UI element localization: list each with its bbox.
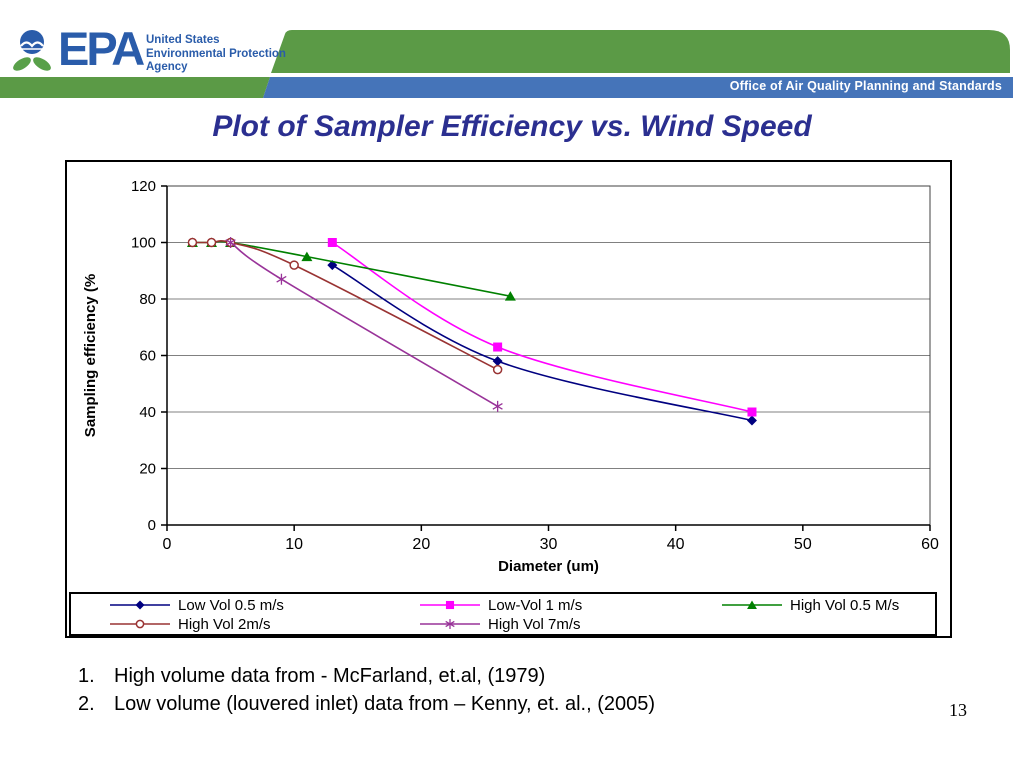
asterisk-legend-icon <box>420 619 480 629</box>
svg-text:20: 20 <box>412 536 430 553</box>
svg-text:60: 60 <box>139 348 156 365</box>
legend-entry: High Vol 2m/s <box>109 615 271 633</box>
footnote-1: 1. High volume data from - McFarland, et… <box>78 662 655 690</box>
footnotes: 1. High volume data from - McFarland, et… <box>78 662 655 718</box>
svg-text:50: 50 <box>794 536 812 553</box>
header-green-band <box>271 30 1010 73</box>
epa-wordmark: EPA <box>58 22 145 75</box>
svg-text:80: 80 <box>139 291 156 308</box>
epa-logo: EPA United States Environmental Protecti… <box>10 22 286 90</box>
slide-header: EPA United States Environmental Protecti… <box>0 0 1024 110</box>
svg-text:100: 100 <box>131 235 156 252</box>
legend-label: High Vol 2m/s <box>178 615 271 633</box>
diamond-legend-icon <box>110 600 170 610</box>
svg-text:0: 0 <box>163 536 172 553</box>
legend-label: Low Vol 0.5 m/s <box>178 596 284 614</box>
legend-label: High Vol 7m/s <box>488 615 581 633</box>
chart-container: 0 20 40 60 80 100 120 0 10 20 30 40 50 60 Diameter (um… <box>65 160 952 638</box>
svg-text:Diameter (um): Diameter (um) <box>498 558 599 575</box>
svg-text:30: 30 <box>540 536 558 553</box>
chart-legend: Low Vol 0.5 m/s Low-Vol 1 m/s High Vol 0.5… <box>69 592 937 636</box>
epa-agency-line3: Agency <box>146 61 188 73</box>
footnote-2-number: 2. <box>78 693 95 715</box>
square-legend-icon <box>420 600 480 610</box>
legend-entry: Low Vol 0.5 m/s <box>109 596 284 614</box>
epa-agency-text: United States Environmental Protection A… <box>146 34 286 75</box>
page-number: 13 <box>949 700 967 720</box>
svg-text:40: 40 <box>139 404 156 421</box>
svg-text:60: 60 <box>921 536 939 553</box>
footnote-1-text: High volume data from - McFarland, et.al… <box>114 665 546 687</box>
svg-text:20: 20 <box>139 461 156 478</box>
header-left-green-strip <box>0 77 270 98</box>
header-bands <box>0 30 1013 98</box>
svg-text:0: 0 <box>148 517 156 534</box>
footnote-1-number: 1. <box>78 665 95 687</box>
legend-label: Low-Vol 1 m/s <box>488 596 583 614</box>
circle-open-legend-icon <box>110 619 170 629</box>
epa-flower-icon <box>13 30 51 71</box>
legend-entry: Low-Vol 1 m/s <box>419 596 582 614</box>
epa-agency-line2: Environmental Protection <box>146 47 286 60</box>
efficiency-chart: 0 20 40 60 80 100 120 0 10 20 30 40 50 60 Diameter (um… <box>82 178 939 575</box>
office-label: Office of Air Quality Planning and Stand… <box>729 79 1002 93</box>
svg-text:Sampling efficiency (%: Sampling efficiency (% <box>82 274 99 437</box>
svg-text:40: 40 <box>667 536 685 553</box>
header-blue-strip <box>263 77 1013 98</box>
page-title: Plot of Sampler Efficiency vs. Wind Spee… <box>212 110 812 143</box>
legend-entry: High Vol 7m/s <box>419 615 581 633</box>
triangle-legend-icon <box>722 600 782 610</box>
svg-text:10: 10 <box>285 536 303 553</box>
footnote-2-text: Low volume (louvered inlet) data from – … <box>114 693 656 715</box>
legend-entry: High Vol 0.5 M/s <box>721 596 899 614</box>
svg-text:120: 120 <box>131 178 156 195</box>
legend-label: High Vol 0.5 M/s <box>790 596 900 614</box>
footnote-2: 2. Low volume (louvered inlet) data from… <box>78 690 655 718</box>
epa-agency-line1: United States <box>146 34 220 46</box>
